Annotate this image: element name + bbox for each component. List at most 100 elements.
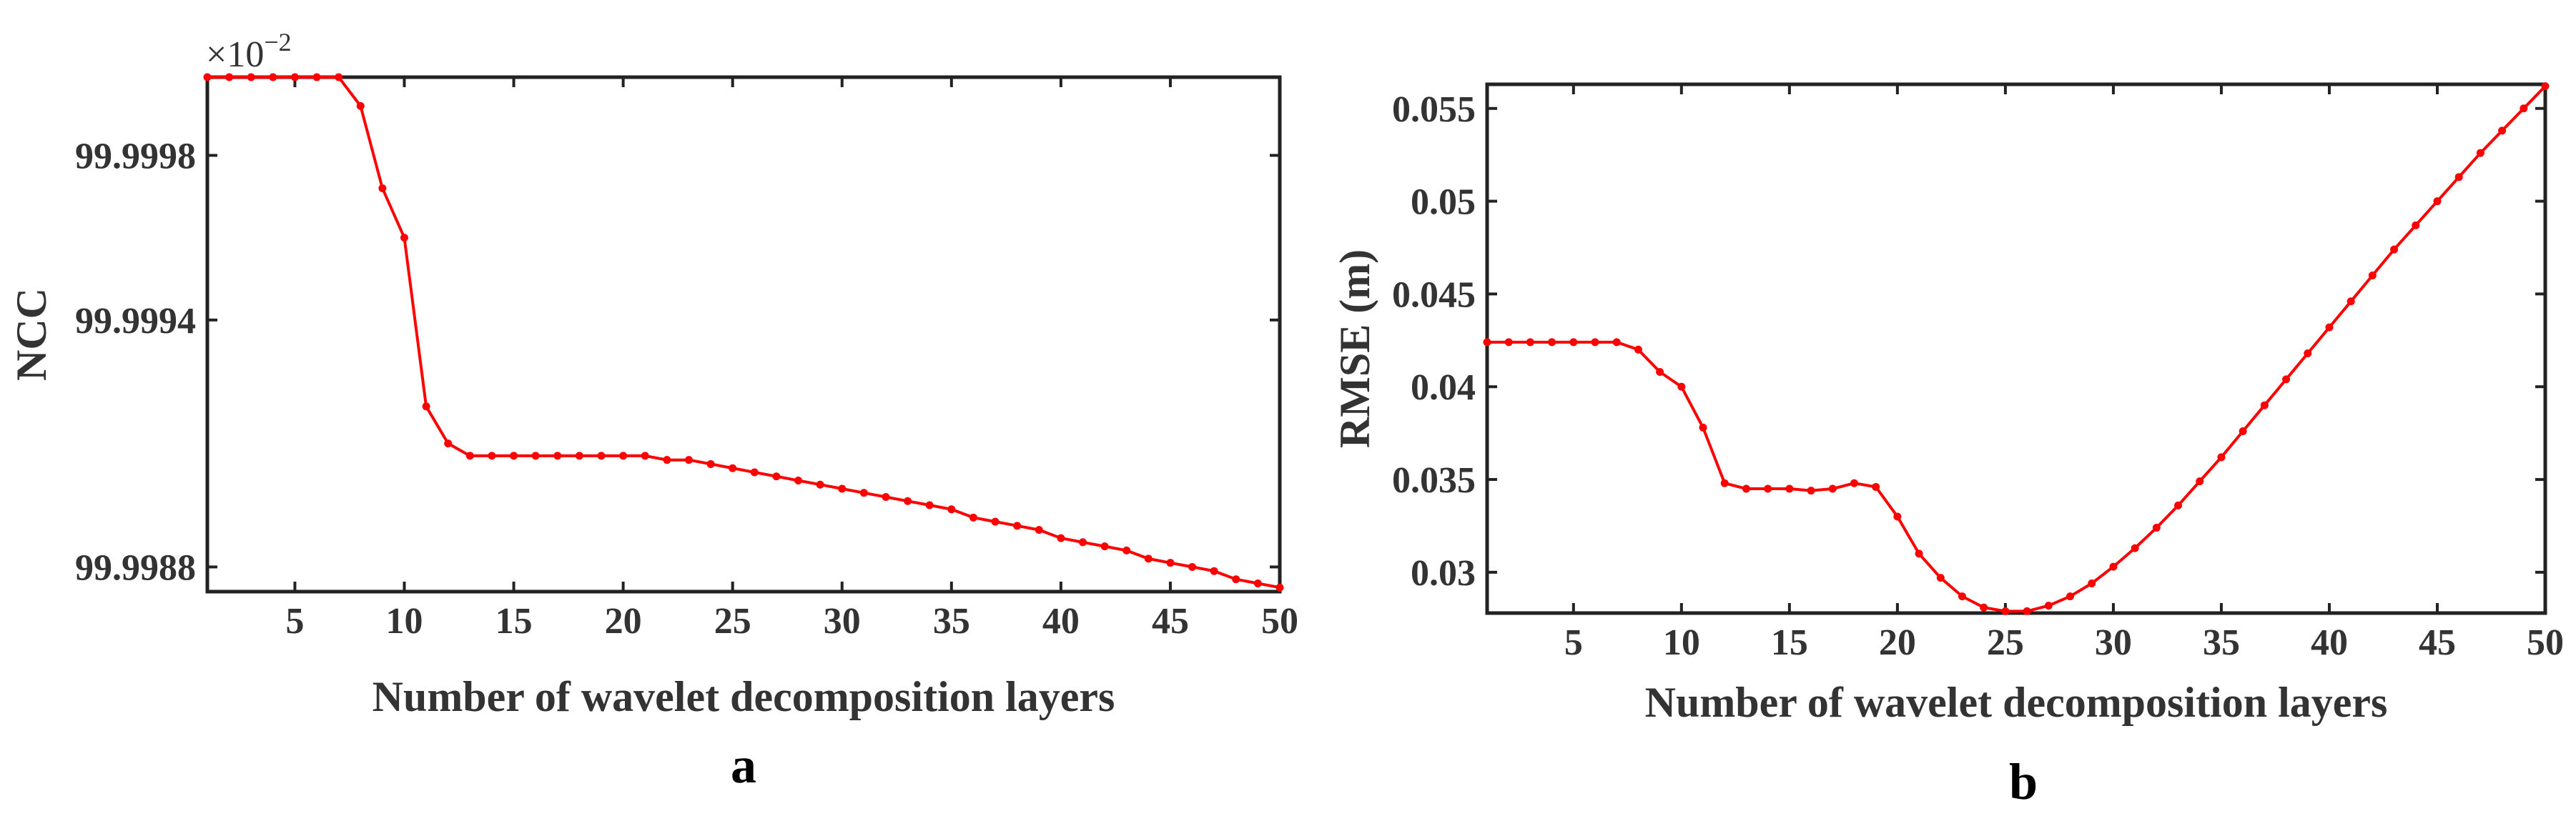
data-point xyxy=(1936,574,1945,582)
data-point xyxy=(2541,82,2550,91)
data-point xyxy=(1569,338,1578,347)
data-point xyxy=(400,234,409,242)
data-point xyxy=(772,472,781,481)
data-point xyxy=(2520,104,2528,113)
plot-area-frame xyxy=(205,75,1282,594)
y-tick-label: 0.03 xyxy=(1411,553,1476,594)
data-point xyxy=(2088,579,2096,587)
x-tick-label: 5 xyxy=(285,601,304,642)
data-point xyxy=(838,484,847,493)
y-tick-label: 0.04 xyxy=(1411,367,1476,408)
data-point xyxy=(1828,484,1837,493)
series-line-ncc xyxy=(207,76,1280,589)
data-point xyxy=(1057,534,1065,542)
series-layer xyxy=(203,73,1284,592)
data-point xyxy=(1915,549,1923,558)
data-point xyxy=(1764,484,1772,493)
panel-label-a: a xyxy=(731,737,756,794)
data-point xyxy=(1980,603,1988,612)
data-point xyxy=(904,497,912,505)
data-point xyxy=(1210,567,1218,575)
y-tick-label: 0.055 xyxy=(1392,89,1476,130)
y-tick-label: 99.9994 xyxy=(75,301,196,342)
data-point xyxy=(2260,401,2269,409)
x-axis-label: Number of wavelet decomposition layers xyxy=(372,673,1115,720)
x-tick-label: 30 xyxy=(824,601,861,642)
data-point xyxy=(1785,484,1794,493)
data-point xyxy=(2001,607,2010,615)
data-point xyxy=(1144,554,1153,563)
data-point xyxy=(575,452,583,460)
y-multiplier: ×10−2 xyxy=(206,28,292,75)
data-point xyxy=(1634,345,1642,354)
y-tick-label: 99.9998 xyxy=(75,136,196,176)
data-point xyxy=(641,452,649,460)
x-tick-label: 20 xyxy=(605,601,642,642)
x-tick-label: 5 xyxy=(1564,622,1583,663)
data-point xyxy=(1275,583,1284,592)
x-tick-labels: 5 10 15 20 25 30 35 40 45 50 xyxy=(1564,622,2564,663)
data-point xyxy=(1253,579,1262,587)
x-tick-label: 50 xyxy=(2527,622,2564,663)
data-point xyxy=(488,452,496,460)
data-point xyxy=(1612,338,1621,347)
y-tick-label: 0.045 xyxy=(1392,274,1476,315)
data-point xyxy=(2433,197,2442,206)
data-point xyxy=(444,439,453,448)
x-tick-label: 15 xyxy=(1771,622,1808,663)
data-point xyxy=(356,101,365,110)
data-point xyxy=(422,402,430,411)
data-point xyxy=(2282,375,2291,384)
data-point xyxy=(1591,338,1599,347)
data-point xyxy=(2023,607,2031,615)
x-tick-label: 35 xyxy=(933,601,970,642)
x-tick-labels: 5 10 15 20 25 30 35 40 45 50 xyxy=(285,601,1298,642)
data-point xyxy=(597,452,606,460)
data-point xyxy=(1166,559,1175,567)
tick-marks xyxy=(1487,84,2547,613)
data-point xyxy=(2131,544,2139,552)
data-point xyxy=(729,464,737,472)
data-point xyxy=(1893,512,1902,521)
y-tick-label: 0.035 xyxy=(1392,460,1476,501)
series-line-rmse xyxy=(1487,85,2547,613)
x-tick-label: 50 xyxy=(1261,601,1298,642)
x-tick-label: 35 xyxy=(2203,622,2240,663)
data-point xyxy=(2325,323,2334,332)
data-point xyxy=(991,517,1000,526)
x-tick-label: 40 xyxy=(2311,622,2348,663)
x-tick-label: 25 xyxy=(714,601,751,642)
data-point xyxy=(925,501,934,509)
data-point xyxy=(2498,126,2507,135)
data-point xyxy=(2454,173,2463,181)
data-point xyxy=(531,452,540,460)
data-point xyxy=(1188,562,1197,571)
data-point xyxy=(1850,479,1858,487)
x-tick-label: 10 xyxy=(386,601,423,642)
data-point xyxy=(1100,542,1109,551)
data-point xyxy=(1720,479,1729,487)
data-point xyxy=(2304,349,2312,357)
data-point xyxy=(378,184,387,193)
data-point xyxy=(1656,367,1664,376)
data-point xyxy=(1483,338,1491,347)
data-point xyxy=(1013,522,1022,530)
data-point xyxy=(947,505,956,514)
data-point xyxy=(2476,149,2484,157)
panel-label-b: b xyxy=(2009,753,2038,810)
data-point xyxy=(2109,562,2118,571)
y-tick-labels: 99.9988 99.9994 99.9998 xyxy=(75,136,196,588)
data-point xyxy=(1742,484,1750,493)
chart-panel-b: 5 10 15 20 25 30 35 40 45 50 0.030.0350.040.0450.… xyxy=(1331,82,2564,810)
data-point xyxy=(1807,487,1815,495)
data-point xyxy=(1548,338,1556,347)
x-tick-label: 20 xyxy=(1879,622,1916,663)
data-point xyxy=(2066,592,2075,601)
data-point xyxy=(2390,245,2399,254)
data-point xyxy=(663,456,671,464)
x-tick-label: 15 xyxy=(495,601,533,642)
data-point xyxy=(1958,592,1966,601)
data-point xyxy=(684,456,693,464)
y-tick-labels: 0.03 0.035 0.04 0.045 0.05 0.055 xyxy=(1392,89,1476,594)
data-point xyxy=(750,468,759,477)
